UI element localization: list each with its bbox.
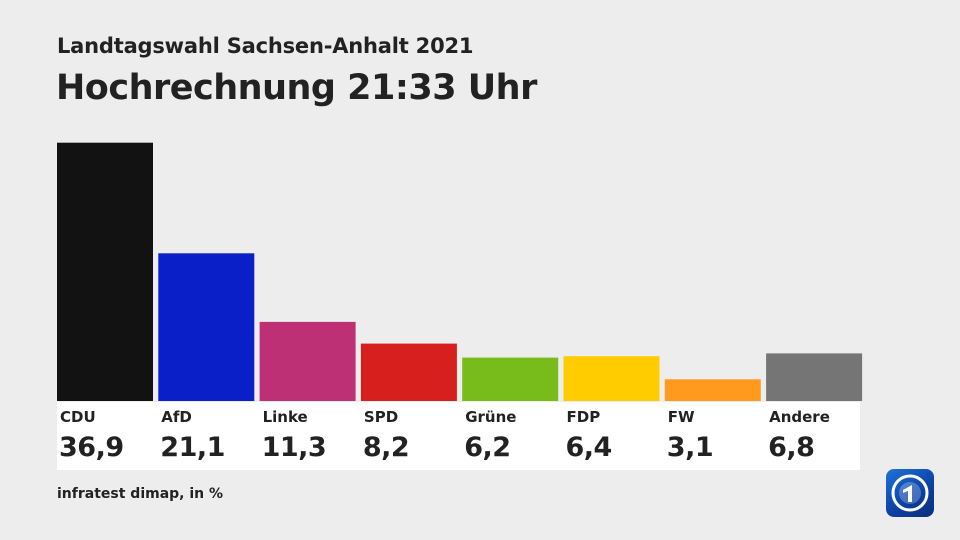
value-label-grüne: 6,2 xyxy=(464,432,511,463)
category-label-fdp: FDP xyxy=(566,408,601,426)
value-label-linke: 11,3 xyxy=(261,432,327,463)
bar-spd xyxy=(360,343,457,401)
value-label-spd: 8,2 xyxy=(362,432,410,463)
ard-tagesschau-logo-icon xyxy=(886,469,934,517)
value-label-fw: 3,1 xyxy=(666,432,714,463)
value-label-andere: 6,8 xyxy=(768,432,815,463)
value-label-cdu: 36,9 xyxy=(59,432,124,463)
category-label-andere: Andere xyxy=(769,408,830,426)
category-label-fw: FW xyxy=(667,408,695,426)
labels-panel xyxy=(57,402,860,470)
source-note: infratest dimap, in % xyxy=(57,486,224,502)
chart-title: Hochrechnung 21:33 Uhr xyxy=(56,68,537,108)
category-label-grüne: Grüne xyxy=(465,408,517,426)
value-label-afd: 21,1 xyxy=(160,432,225,463)
category-label-spd: SPD xyxy=(363,408,399,426)
bar-afd xyxy=(158,253,255,401)
category-label-cdu: CDU xyxy=(60,408,96,426)
bar-linke xyxy=(259,321,356,401)
bar-cdu xyxy=(57,142,153,401)
bar-fdp xyxy=(563,356,660,401)
category-label-linke: Linke xyxy=(262,408,308,426)
bar-grüne xyxy=(462,357,559,401)
bar-fw xyxy=(664,379,761,401)
bar-andere xyxy=(766,353,863,401)
category-label-afd: AfD xyxy=(161,408,192,426)
chart-subtitle: Landtagswahl Sachsen-Anhalt 2021 xyxy=(57,34,474,58)
value-label-fdp: 6,4 xyxy=(565,432,613,463)
